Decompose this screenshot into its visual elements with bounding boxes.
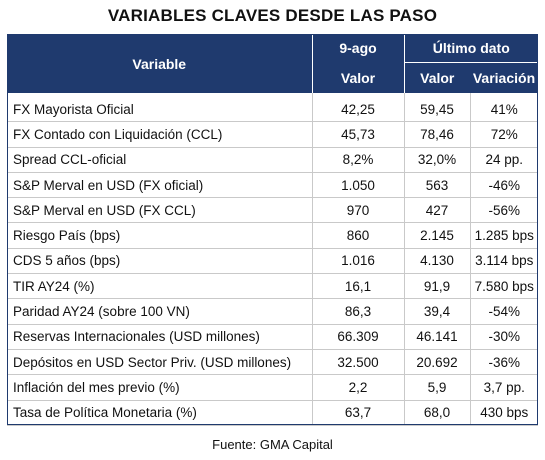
cell-variacion: 3.114 bps [469,248,538,275]
cell-variable: Tasa de Política Monetaria (%) [7,400,312,426]
cell-variacion: 430 bps [469,400,538,426]
cell-variacion: -36% [469,349,538,376]
table-row: Spread CCL-oficial 8,2% 32,0% 24 pp. [7,147,538,173]
cell-variable: Spread CCL-oficial [7,147,312,173]
cell-variable: S&P Merval en USD (FX oficial) [7,172,312,199]
cell-variable: S&P Merval en USD (FX CCL) [7,197,312,224]
cell-valor-ultimo: 46.141 [403,324,470,350]
cell-valor-ultimo: 2.145 [403,222,470,249]
table-row: Paridad AY24 (sobre 100 VN) 86,3 39,4 -54% [7,298,538,325]
cell-valor-9ago: 1.050 [311,172,404,199]
table-row: S&P Merval en USD (FX CCL) 970 427 -56% [7,197,538,224]
table-row: Riesgo País (bps) 860 2.145 1.285 bps [7,222,538,249]
table-row: S&P Merval en USD (FX oficial) 1.050 563 -4… [7,172,538,199]
table-row: Tasa de Política Monetaria (%) 63,7 68,0 43… [7,400,538,426]
cell-valor-9ago: 2,2 [311,374,404,401]
cell-variable: Inflación del mes previo (%) [7,374,312,401]
cell-variable: Paridad AY24 (sobre 100 VN) [7,298,312,325]
cell-variacion: 1.285 bps [469,222,538,249]
table-row: FX Mayorista Oficial 42,25 59,45 41% [7,93,538,123]
table-row: CDS 5 años (bps) 1.016 4.130 3.114 bps [7,248,538,275]
table-header: Variable 9-ago Último dato Valor Valor V… [7,34,538,93]
cell-variacion: -56% [469,197,538,224]
key-variables-table: Variable 9-ago Último dato Valor Valor V… [7,34,538,426]
cell-variable: Depósitos en USD Sector Priv. (USD millo… [7,349,312,376]
cell-valor-9ago: 860 [311,222,404,249]
cell-variable: FX Mayorista Oficial [7,93,312,123]
cell-valor-9ago: 16,1 [311,273,404,300]
cell-variacion: 72% [469,121,538,148]
subheader-valor-ultimo: Valor [403,62,470,93]
subheader-valor-9ago: Valor [311,62,404,93]
table-row: Reservas Internacionales (USD millones) 6… [7,324,538,350]
table-row: Inflación del mes previo (%) 2,2 5,9 3,7 pp… [7,374,538,401]
cell-variacion: -46% [469,172,538,199]
cell-valor-9ago: 45,73 [311,121,404,148]
header-9ago: 9-ago [311,34,404,63]
cell-valor-9ago: 8,2% [311,147,404,173]
cell-valor-ultimo: 59,45 [403,93,470,123]
cell-variacion: -54% [469,298,538,325]
cell-variable: CDS 5 años (bps) [7,248,312,275]
cell-valor-9ago: 86,3 [311,298,404,325]
cell-variable: Reservas Internacionales (USD millones) [7,324,312,350]
cell-variable: FX Contado con Liquidación (CCL) [7,121,312,148]
cell-valor-9ago: 32.500 [311,349,404,376]
cell-valor-ultimo: 20.692 [403,349,470,376]
table-row: TIR AY24 (%) 16,1 91,9 7.580 bps [7,273,538,300]
cell-variable: Riesgo País (bps) [7,222,312,249]
cell-valor-ultimo: 39,4 [403,298,470,325]
table-row: FX Contado con Liquidación (CCL) 45,73 78,… [7,121,538,148]
cell-valor-ultimo: 91,9 [403,273,470,300]
table-row: Depósitos en USD Sector Priv. (USD millo… [7,349,538,376]
table-title: VARIABLES CLAVES DESDE LAS PASO [107,6,438,25]
cell-valor-ultimo: 5,9 [403,374,470,401]
cell-valor-9ago: 1.016 [311,248,404,275]
cell-valor-ultimo: 427 [403,197,470,224]
header-ultimo-dato: Último dato [403,34,538,63]
cell-valor-ultimo: 68,0 [403,400,470,426]
cell-valor-9ago: 66.309 [311,324,404,350]
subheader-variacion: Variación [470,62,538,93]
cell-valor-9ago: 42,25 [311,93,404,123]
cell-variacion: 7.580 bps [469,273,538,300]
cell-variacion: 3,7 pp. [469,374,538,401]
header-variable: Variable [7,34,312,93]
cell-valor-ultimo: 32,0% [403,147,470,173]
cell-valor-9ago: 63,7 [311,400,404,426]
table-body: FX Mayorista Oficial 42,25 59,45 41% FX Cont… [7,93,538,426]
cell-valor-ultimo: 563 [403,172,470,199]
cell-valor-ultimo: 78,46 [403,121,470,148]
cell-variacion: -30% [469,324,538,350]
cell-variacion: 24 pp. [469,147,538,173]
source-note: Fuente: GMA Capital [212,437,333,452]
cell-variacion: 41% [469,93,538,123]
cell-valor-9ago: 970 [311,197,404,224]
cell-variable: TIR AY24 (%) [7,273,312,300]
cell-valor-ultimo: 4.130 [403,248,470,275]
